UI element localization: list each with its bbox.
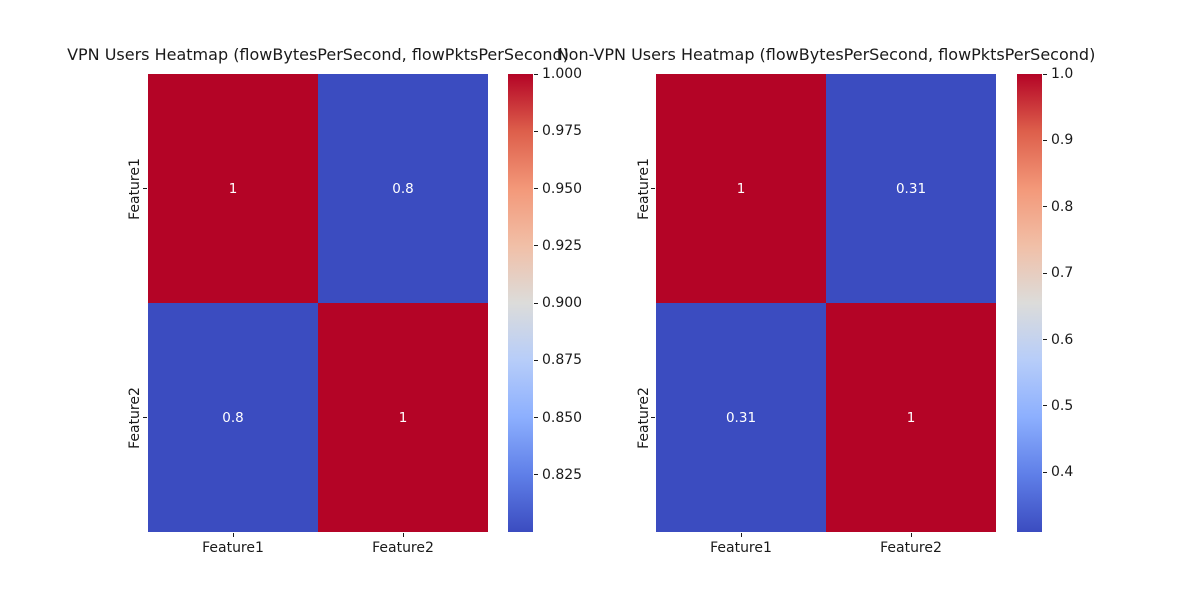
colorbar-tick-mark bbox=[534, 245, 538, 247]
x-tick-label: Feature2 bbox=[372, 540, 434, 556]
x-tick-mark bbox=[910, 533, 912, 537]
colorbar-tick-mark bbox=[534, 302, 538, 304]
colorbar-tick-label: 0.900 bbox=[542, 295, 583, 311]
heatmap-cell: 1 bbox=[826, 303, 996, 532]
colorbar-tick-mark bbox=[1043, 73, 1047, 75]
vpn-heatmap-title: VPN Users Heatmap (flowBytesPerSecond, f… bbox=[67, 45, 569, 64]
colorbar-tick-label: 0.5 bbox=[1051, 397, 1074, 414]
heatmap-cell: 1 bbox=[148, 74, 318, 303]
heatmap-cell: 0.8 bbox=[148, 303, 318, 532]
vpn-heatmap-axes: 1 0.8 0.8 1 bbox=[148, 74, 488, 532]
x-tick-label: Feature1 bbox=[710, 540, 772, 556]
heatmap-cell: 0.31 bbox=[656, 303, 826, 532]
colorbar-tick-mark bbox=[534, 130, 538, 132]
vpn-colorbar-gradient bbox=[508, 74, 533, 532]
heatmap-cell: 1 bbox=[318, 303, 488, 532]
y-tick-mark bbox=[143, 417, 147, 418]
nonvpn-heatmap-axes: 1 0.31 0.31 1 bbox=[656, 74, 996, 532]
colorbar-tick-mark bbox=[1043, 405, 1047, 407]
x-tick-label: Feature2 bbox=[880, 540, 942, 556]
colorbar-tick-mark bbox=[1043, 206, 1047, 208]
colorbar-tick-label: 0.875 bbox=[542, 352, 583, 369]
colorbar-tick-label: 0.950 bbox=[542, 180, 583, 197]
colorbar-tick-mark bbox=[1043, 139, 1047, 141]
y-tick-mark bbox=[143, 188, 147, 189]
y-tick-mark bbox=[651, 188, 655, 189]
nonvpn-heatmap-title: Non-VPN Users Heatmap (flowBytesPerSecon… bbox=[556, 45, 1096, 64]
colorbar-tick-label: 0.925 bbox=[542, 237, 583, 254]
colorbar-tick-mark bbox=[1043, 339, 1047, 340]
y-tick-mark bbox=[651, 417, 655, 418]
colorbar-tick-label: 0.850 bbox=[542, 409, 583, 426]
y-tick-label: Feature2 bbox=[636, 386, 652, 449]
colorbar-tick-mark bbox=[1043, 272, 1047, 274]
x-tick-mark bbox=[740, 533, 742, 537]
nonvpn-colorbar-gradient bbox=[1017, 74, 1042, 532]
colorbar-tick-label: 0.4 bbox=[1051, 464, 1074, 481]
colorbar-tick-label: 1.0 bbox=[1051, 66, 1074, 82]
colorbar-tick-mark bbox=[534, 359, 538, 361]
colorbar-tick-mark bbox=[534, 417, 538, 418]
x-tick-mark bbox=[402, 533, 404, 537]
heatmap-cell: 1 bbox=[656, 74, 826, 303]
x-tick-mark bbox=[232, 533, 234, 537]
colorbar-tick-label: 0.825 bbox=[542, 466, 583, 483]
colorbar-tick-mark bbox=[1043, 471, 1047, 473]
y-tick-label: Feature2 bbox=[127, 386, 143, 449]
colorbar-tick-label: 0.975 bbox=[542, 123, 583, 140]
colorbar-tick-label: 0.6 bbox=[1051, 331, 1074, 348]
colorbar-tick-mark bbox=[534, 474, 538, 476]
y-tick-label: Feature1 bbox=[127, 157, 143, 220]
colorbar-tick-mark bbox=[534, 73, 538, 75]
heatmap-cell: 0.8 bbox=[318, 74, 488, 303]
colorbar-tick-label: 1.000 bbox=[542, 66, 583, 82]
heatmap-cell: 0.31 bbox=[826, 74, 996, 303]
colorbar-tick-label: 0.9 bbox=[1051, 132, 1074, 149]
colorbar-tick-mark bbox=[534, 188, 538, 189]
x-tick-label: Feature1 bbox=[202, 540, 264, 556]
y-tick-label: Feature1 bbox=[636, 157, 652, 220]
colorbar-tick-label: 0.8 bbox=[1051, 198, 1074, 215]
colorbar-tick-label: 0.7 bbox=[1051, 265, 1074, 282]
